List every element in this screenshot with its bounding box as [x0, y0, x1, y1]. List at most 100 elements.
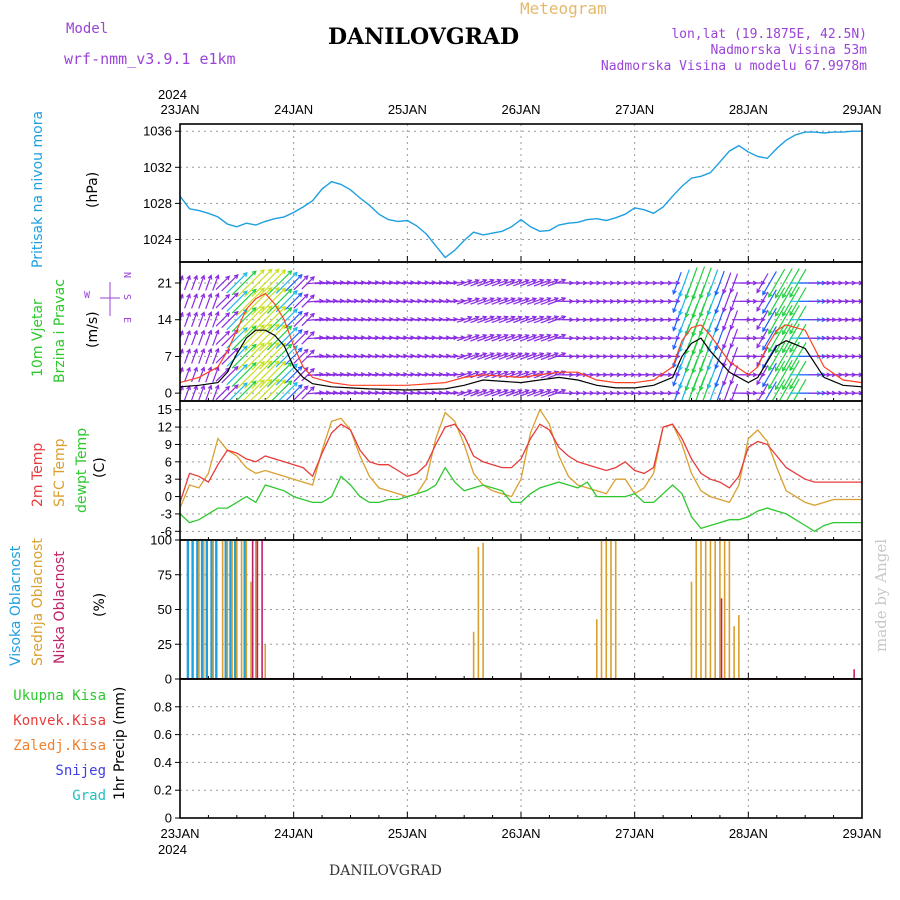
wind-arrow — [275, 290, 298, 313]
wind-arrow — [513, 279, 529, 287]
wind-arrow — [191, 312, 198, 328]
wind-arrow — [449, 373, 465, 376]
wind-arrow — [498, 334, 515, 342]
wind-arrow — [285, 274, 303, 292]
wind-arrow — [762, 362, 777, 387]
wind-arrow — [435, 318, 450, 321]
wind-arrow-head — [561, 352, 567, 357]
wind-arrow — [477, 279, 494, 287]
wind-arrow — [307, 318, 323, 321]
wind-arrow — [762, 326, 777, 351]
wind-arrow-head — [684, 294, 690, 300]
wind-arrow-head — [325, 335, 331, 341]
wind-arrow — [393, 391, 407, 395]
wind-arrow-head — [768, 384, 773, 390]
pressure-ytick-label: 1036 — [143, 124, 172, 139]
wind-arrow-head — [388, 316, 395, 322]
wind-arrow-head — [388, 280, 395, 286]
wind-arrow-head — [531, 334, 538, 339]
wind-arrow-head — [474, 297, 480, 302]
wind-arrow-head — [438, 353, 444, 359]
wind-arrow — [463, 316, 480, 324]
wind-arrow-head — [699, 294, 704, 300]
wind-arrow — [449, 336, 465, 340]
wind-arrow-head — [467, 279, 473, 284]
wind-arrow — [314, 300, 330, 303]
temp-unit: (C) — [92, 457, 108, 478]
wind-arrow-head — [482, 278, 488, 284]
wind-arrow — [263, 379, 286, 401]
wind-arrow-head — [303, 385, 309, 391]
wind-arrow — [449, 281, 465, 285]
wind-arrow — [756, 365, 769, 385]
wind-arrow-head — [260, 342, 265, 348]
wind-arrow-head — [729, 343, 735, 349]
wind-arrow-head — [287, 325, 293, 331]
wind-arrow — [329, 281, 344, 285]
wind-arrow — [321, 336, 337, 340]
wind-arrow — [421, 318, 436, 321]
wind-arrow — [491, 334, 508, 342]
wind-arrow — [372, 281, 386, 285]
wind-arrow-head — [309, 331, 315, 336]
wind-arrow — [540, 389, 559, 397]
wind-arrow-head — [496, 352, 502, 357]
wind-arrow-head — [410, 353, 416, 359]
wind-arrow-head — [417, 316, 423, 322]
wind-arrow — [357, 391, 372, 395]
wind-arrow — [293, 349, 309, 364]
wind-arrow-head — [678, 292, 683, 298]
wind-arrow — [364, 318, 379, 321]
wind-arrow-head — [325, 298, 331, 304]
wind-arrow — [191, 385, 198, 401]
temp-2m-line — [179, 423, 862, 503]
wind-arrow-head — [714, 364, 720, 370]
cloud-ylabel-high: Visoka Oblacnost — [8, 545, 24, 666]
wind-arrow — [505, 297, 522, 305]
wind-arrow — [768, 287, 786, 316]
wind-arrow — [678, 269, 690, 297]
cloud-ytick-label: 50 — [158, 602, 172, 617]
wind-arrow — [774, 360, 793, 390]
wind-arrow-head — [417, 372, 423, 377]
credit-label: made by Angel — [872, 539, 890, 652]
wind-arrow-head — [424, 280, 430, 286]
temp-ytick-label: -6 — [160, 524, 172, 539]
wind-ytick-label: 0 — [165, 386, 172, 401]
wind-arrow — [343, 336, 358, 340]
wind-arrow-head — [339, 371, 345, 377]
wind-arrow — [244, 287, 273, 316]
wind-arrow-head — [395, 316, 402, 322]
wind-arrow-head — [318, 390, 325, 396]
wind-arrow — [198, 312, 205, 328]
wind-arrow-head — [260, 305, 265, 311]
cloud-ytick-label: 0 — [165, 672, 172, 687]
wind-arrow-head — [360, 280, 366, 286]
wind-arrow — [540, 297, 559, 305]
wind-arrow-head — [517, 352, 523, 357]
wind-arrow — [477, 352, 494, 360]
wind-arrow — [180, 349, 184, 359]
temp-frame — [179, 400, 863, 541]
wind-arrow-head — [233, 329, 239, 335]
wind-arrow-head — [274, 286, 280, 292]
wind-arrow-head — [225, 348, 231, 354]
wind-arrow — [470, 279, 487, 287]
wind-arrow — [350, 391, 365, 395]
wind-arrow-head — [260, 360, 265, 366]
wind-arrow — [771, 379, 786, 401]
wind-arrow-head — [453, 298, 459, 304]
wind-arrow-head — [714, 382, 719, 388]
wind-arrow — [357, 336, 372, 340]
wind-arrow — [407, 373, 422, 376]
wind-arrow-head — [474, 389, 480, 394]
wind-arrow-head — [424, 316, 430, 322]
wind-arrow — [307, 355, 323, 358]
wind-arrow-head — [729, 324, 735, 331]
wind-arrow-head — [325, 316, 331, 322]
top-day-label: 24JAN — [274, 102, 313, 117]
wind-arrow-head — [339, 280, 345, 286]
wind-arrow-head — [561, 333, 567, 339]
wind-arrow-head — [453, 353, 459, 359]
wind-arrow-head — [699, 312, 704, 318]
